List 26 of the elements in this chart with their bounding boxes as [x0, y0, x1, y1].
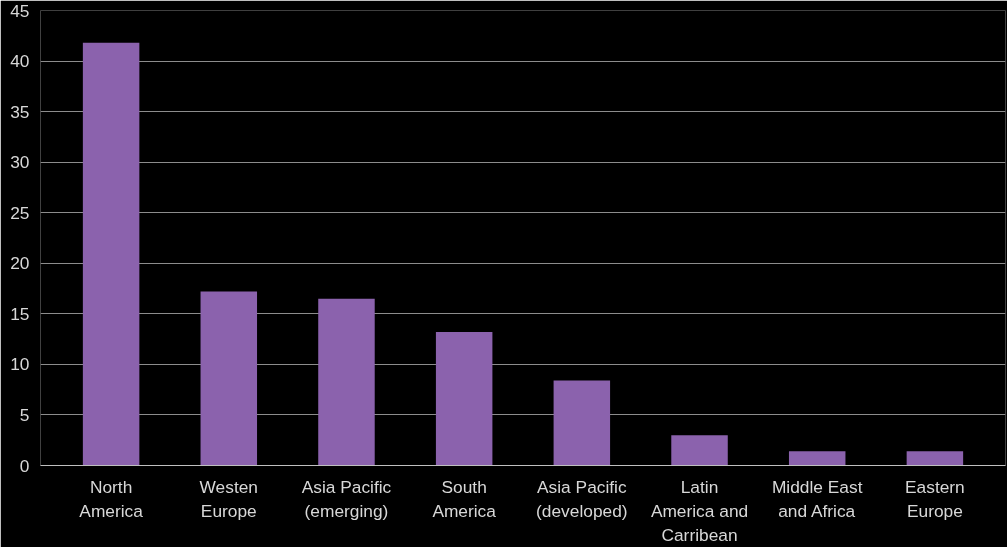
x-tick-label: North America [79, 476, 144, 521]
bar [906, 451, 964, 466]
bar [671, 435, 728, 466]
y-tick-label: 35 [10, 101, 30, 122]
y-tick-label: 0 [19, 455, 30, 476]
bar [200, 291, 258, 466]
x-tick-label: Middle East and Africa [771, 476, 863, 521]
x-tick-label: Eastern Europe [905, 476, 965, 521]
y-tick-label: 10 [10, 354, 30, 375]
x-tick-label: Asia Pacific (developed) [536, 476, 628, 521]
y-tick-label: 30 [10, 152, 30, 173]
y-tick-label: 45 [10, 0, 30, 21]
y-tick-label: 5 [19, 404, 30, 425]
x-tick-label: Westen Europe [199, 476, 259, 521]
bar [435, 332, 493, 466]
x-tick-label: Latin America and Carribean [650, 476, 749, 545]
x-tick-label: South America [432, 476, 497, 521]
x-tick-label: Asia Pacific (emerging) [301, 476, 392, 521]
y-tick-label: 15 [10, 303, 30, 324]
y-tick-label: 20 [10, 253, 30, 274]
y-tick-label: 25 [10, 202, 30, 223]
bar [553, 380, 611, 466]
bar [82, 42, 140, 466]
bar [318, 298, 375, 466]
bar [788, 451, 846, 466]
y-tick-label: 40 [10, 51, 30, 72]
